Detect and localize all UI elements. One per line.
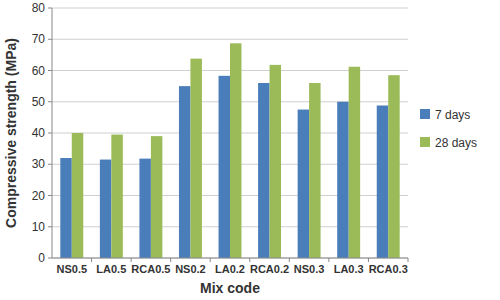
bar bbox=[60, 158, 71, 258]
bar bbox=[139, 159, 150, 258]
bar bbox=[111, 135, 122, 258]
bar bbox=[151, 136, 162, 258]
bar bbox=[298, 110, 309, 258]
y-tick-label: 40 bbox=[32, 126, 46, 140]
bar bbox=[100, 160, 111, 258]
x-tick-label: LA0.3 bbox=[334, 263, 364, 275]
x-tick bbox=[91, 258, 92, 262]
x-tick bbox=[170, 258, 171, 262]
legend-swatch bbox=[420, 109, 430, 119]
x-tick bbox=[328, 258, 329, 262]
bar bbox=[337, 102, 348, 258]
legend-swatch bbox=[420, 137, 430, 147]
x-tick bbox=[131, 258, 132, 262]
y-tick-label: 60 bbox=[32, 64, 46, 78]
y-tick bbox=[48, 101, 52, 102]
x-tick-label: NS0.3 bbox=[294, 263, 325, 275]
y-tick-label: 50 bbox=[32, 95, 46, 109]
y-tick-label: 30 bbox=[32, 157, 46, 171]
x-tick bbox=[249, 258, 250, 262]
x-tick-label: RCA0.5 bbox=[131, 263, 170, 275]
y-tick bbox=[48, 164, 52, 165]
y-tick-label: 80 bbox=[32, 1, 46, 15]
bar bbox=[190, 59, 201, 258]
bar bbox=[72, 133, 83, 258]
x-axis bbox=[52, 258, 408, 259]
y-tick-label: 20 bbox=[32, 189, 46, 203]
x-tick bbox=[408, 258, 409, 262]
x-tick bbox=[368, 258, 369, 262]
x-tick-label: RCA0.2 bbox=[250, 263, 289, 275]
legend: 7 days 28 days bbox=[420, 108, 477, 150]
bar bbox=[270, 65, 281, 258]
y-tick bbox=[48, 258, 52, 259]
bar bbox=[309, 83, 320, 258]
y-axis-title: Compressive strength (MPa) bbox=[3, 38, 19, 228]
bar bbox=[349, 67, 360, 258]
x-tick-label: RCA0.3 bbox=[369, 263, 408, 275]
x-tick bbox=[289, 258, 290, 262]
grid-line bbox=[52, 258, 408, 259]
bar bbox=[230, 43, 241, 258]
y-tick bbox=[48, 8, 52, 9]
y-tick bbox=[48, 195, 52, 196]
y-tick bbox=[48, 39, 52, 40]
chart: 0 10 20 30 40 50 60 70 80 NS0.5 LA0.5 RCA0.5 NS0.2 LA… bbox=[0, 0, 500, 300]
y-tick-label: 0 bbox=[38, 251, 45, 265]
y-tick bbox=[48, 133, 52, 134]
bar bbox=[388, 75, 399, 258]
x-tick-label: NS0.5 bbox=[56, 263, 87, 275]
legend-label: 7 days bbox=[435, 108, 470, 122]
chart-container: 0 10 20 30 40 50 60 70 80 NS0.5 LA0.5 RCA0.5 NS0.2 LA… bbox=[0, 0, 500, 300]
bar bbox=[219, 76, 230, 258]
y-tick bbox=[48, 226, 52, 227]
bar bbox=[179, 86, 190, 258]
y-tick-label: 70 bbox=[32, 32, 46, 46]
y-axis bbox=[52, 8, 53, 258]
grid-line bbox=[52, 8, 408, 9]
x-tick bbox=[210, 258, 211, 262]
bar bbox=[377, 106, 388, 259]
x-tick-label: NS0.2 bbox=[175, 263, 206, 275]
grid-line bbox=[52, 39, 408, 40]
bar bbox=[258, 83, 269, 258]
bars bbox=[60, 43, 399, 258]
y-tick-label: 10 bbox=[32, 220, 46, 234]
x-tick-label: LA0.2 bbox=[215, 263, 245, 275]
x-tick-label: LA0.5 bbox=[96, 263, 126, 275]
y-tick bbox=[48, 70, 52, 71]
legend-label: 28 days bbox=[435, 136, 477, 150]
x-axis-title: Mix code bbox=[200, 280, 260, 296]
